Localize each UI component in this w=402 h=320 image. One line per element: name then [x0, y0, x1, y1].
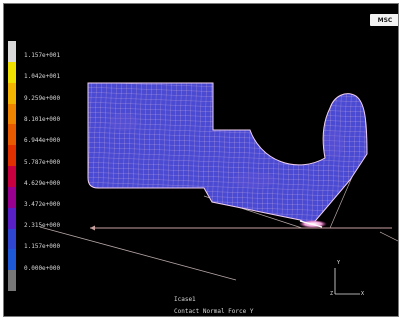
reference-arrow — [90, 225, 95, 231]
reference-line — [379, 231, 398, 242]
increment-label: Icase1 — [174, 296, 196, 303]
legend-swatch — [8, 186, 16, 209]
legend-swatch — [8, 207, 16, 229]
triad-x-label: X — [361, 291, 365, 297]
legend-label: 4.629e+000 — [24, 180, 61, 187]
legend-label: 3.472e+000 — [24, 201, 61, 208]
legend-swatch — [8, 61, 16, 84]
legend-label: 6.944e+000 — [24, 137, 61, 144]
contour-blob — [232, 172, 276, 188]
legend-label: 8.101e+000 — [24, 116, 61, 123]
result-label: Contact Normal Force Y — [174, 308, 254, 315]
legend-swatch — [8, 145, 16, 167]
reference-line — [39, 226, 237, 281]
contour-blob — [110, 113, 138, 131]
viewport-frame[interactable]: MSC 1.157e+001 1.042e+001 9.259e+000 8.1… — [3, 3, 399, 317]
legend-label: 1.157e+000 — [24, 243, 61, 250]
legend-label: 2.315e+000 — [24, 222, 61, 229]
legend-swatch — [8, 270, 16, 292]
triad-y-label: Y — [337, 260, 341, 266]
legend-label: 1.157e+001 — [24, 52, 61, 59]
legend-swatch — [8, 228, 16, 250]
legend-swatch — [8, 41, 16, 63]
meshed-part[interactable] — [87, 82, 368, 227]
legend-label: 5.787e+000 — [24, 159, 61, 166]
legend-swatch — [8, 82, 16, 104]
color-legend-bar — [8, 41, 16, 292]
legend-label: 1.042e+001 — [24, 73, 61, 80]
contact-edge — [299, 220, 323, 228]
legend-swatch — [8, 249, 16, 271]
legend-swatch — [8, 166, 16, 188]
contour-blob — [324, 130, 344, 158]
triad-z-label: Z — [330, 291, 334, 297]
model-viewport[interactable] — [4, 4, 399, 317]
legend-swatch — [8, 103, 16, 125]
legend-swatch — [8, 124, 16, 146]
legend-label: 9.259e+000 — [24, 95, 61, 102]
legend-label: 0.000e+000 — [24, 265, 61, 272]
msc-logo: MSC — [370, 14, 398, 26]
